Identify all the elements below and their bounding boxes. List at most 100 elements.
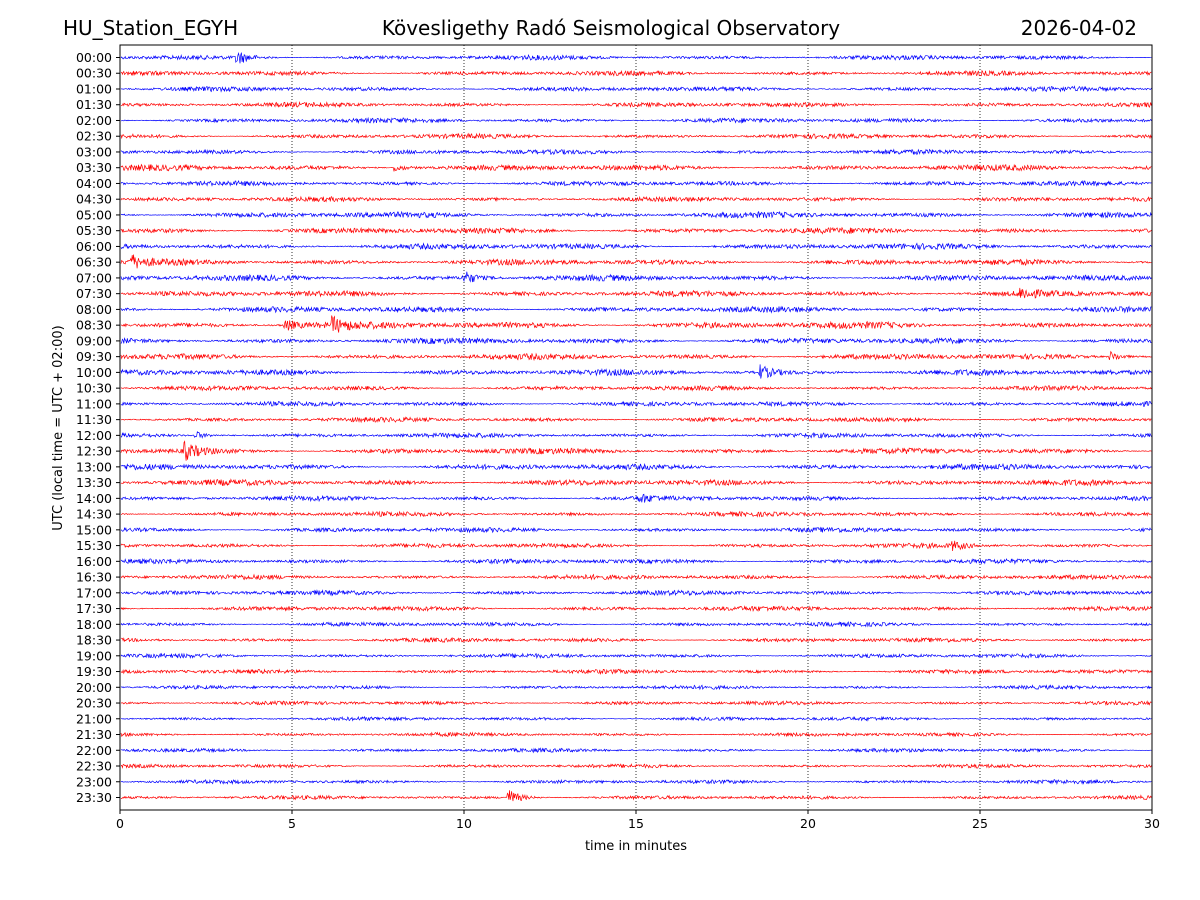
trace-1100 bbox=[120, 400, 1152, 408]
y-tick-label: 14:30 bbox=[76, 507, 112, 522]
trace-0300 bbox=[120, 148, 1152, 156]
chart-title: Kövesligethy Radó Seismological Observat… bbox=[382, 16, 840, 40]
y-tick-label: 21:00 bbox=[76, 711, 112, 726]
y-tick-label: 14:00 bbox=[76, 491, 112, 506]
traces bbox=[120, 51, 1152, 802]
x-tick-label: 10 bbox=[456, 816, 472, 831]
y-tick-label: 19:00 bbox=[76, 648, 112, 663]
grid-lines bbox=[291, 45, 981, 810]
y-tick-label: 13:30 bbox=[76, 475, 112, 490]
trace-2330 bbox=[120, 790, 1152, 802]
trace-0100 bbox=[120, 85, 1152, 93]
y-tick-label: 08:00 bbox=[76, 302, 112, 317]
y-tick-label: 18:00 bbox=[76, 617, 112, 632]
y-tick-label: 01:00 bbox=[76, 81, 112, 96]
trace-1800 bbox=[120, 621, 1152, 628]
y-tick-label: 17:00 bbox=[76, 585, 112, 600]
x-tick-label: 25 bbox=[972, 816, 988, 831]
trace-0400 bbox=[120, 179, 1152, 187]
trace-1500 bbox=[120, 526, 1152, 534]
y-axis-label: UTC (local time = UTC + 02:00) bbox=[51, 325, 66, 530]
y-tick-label: 11:30 bbox=[76, 412, 112, 427]
y-tick-label: 10:30 bbox=[76, 381, 112, 396]
trace-0930 bbox=[120, 350, 1152, 362]
trace-1630 bbox=[120, 573, 1152, 581]
trace-0830 bbox=[120, 315, 1152, 333]
trace-1700 bbox=[121, 589, 1152, 597]
trace-1830 bbox=[120, 636, 1152, 644]
trace-2200 bbox=[120, 747, 1152, 754]
y-tick-label: 09:30 bbox=[76, 349, 112, 364]
x-axis-label: time in minutes bbox=[585, 839, 687, 854]
trace-0430 bbox=[120, 195, 1152, 203]
y-tick-label: 05:30 bbox=[76, 223, 112, 238]
y-tick-label: 17:30 bbox=[76, 601, 112, 616]
trace-0500 bbox=[120, 210, 1152, 219]
trace-0630 bbox=[120, 254, 1152, 269]
x-tick-label: 20 bbox=[800, 816, 816, 831]
date-label: 2026-04-02 bbox=[1021, 16, 1137, 40]
y-tick-label: 12:30 bbox=[76, 444, 112, 459]
trace-1330 bbox=[120, 478, 1152, 487]
y-tick-label: 20:30 bbox=[76, 696, 112, 711]
x-tick-label: 5 bbox=[288, 816, 296, 831]
trace-0030 bbox=[120, 69, 1152, 77]
trace-1900 bbox=[120, 652, 1152, 660]
y-tick-label: 21:30 bbox=[76, 727, 112, 742]
trace-2300 bbox=[120, 778, 1152, 785]
x-axis: 0 5 10 15 20 25 30 bbox=[116, 810, 1160, 831]
trace-0900 bbox=[120, 337, 1152, 345]
y-tick-label: 03:30 bbox=[76, 160, 112, 175]
trace-0700 bbox=[120, 271, 1152, 283]
trace-1730 bbox=[120, 605, 1152, 613]
trace-1000 bbox=[120, 364, 1152, 379]
x-tick-label: 30 bbox=[1144, 816, 1160, 831]
y-tick-label: 07:30 bbox=[76, 286, 112, 301]
trace-0200 bbox=[120, 116, 1152, 124]
y-tick-label: 05:00 bbox=[76, 207, 112, 222]
y-tick-label: 10:00 bbox=[76, 365, 112, 380]
trace-1130 bbox=[120, 416, 1152, 424]
y-tick-label: 16:00 bbox=[76, 554, 112, 569]
y-tick-label: 06:30 bbox=[76, 255, 112, 270]
trace-1230 bbox=[120, 440, 1152, 461]
trace-0600 bbox=[120, 242, 1152, 251]
trace-1030 bbox=[120, 384, 1152, 392]
trace-1300 bbox=[120, 462, 1152, 472]
trace-2000 bbox=[120, 684, 1152, 691]
y-tick-label: 01:30 bbox=[76, 97, 112, 112]
y-tick-label: 03:00 bbox=[76, 144, 112, 159]
y-tick-label: 08:30 bbox=[76, 318, 112, 333]
trace-0530 bbox=[120, 226, 1152, 235]
trace-0000 bbox=[120, 51, 1152, 64]
y-tick-label: 23:30 bbox=[76, 790, 112, 805]
y-tick-label: 20:00 bbox=[76, 680, 112, 695]
y-tick-label: 22:00 bbox=[76, 743, 112, 758]
y-tick-label: 00:30 bbox=[76, 66, 112, 81]
trace-1530 bbox=[120, 540, 1152, 552]
y-axis: 00:0000:3001:0001:3002:0002:3003:0003:30… bbox=[76, 50, 120, 805]
trace-1430 bbox=[120, 510, 1152, 518]
y-tick-label: 04:00 bbox=[76, 176, 112, 191]
trace-2030 bbox=[120, 699, 1152, 707]
x-tick-label: 15 bbox=[628, 816, 644, 831]
y-tick-label: 02:00 bbox=[76, 113, 112, 128]
y-tick-label: 23:00 bbox=[76, 774, 112, 789]
trace-0330 bbox=[120, 163, 1152, 172]
trace-0130 bbox=[120, 101, 1152, 109]
trace-2130 bbox=[120, 731, 1152, 738]
trace-2100 bbox=[121, 715, 1152, 722]
y-tick-label: 15:30 bbox=[76, 538, 112, 553]
y-tick-label: 22:30 bbox=[76, 759, 112, 774]
y-tick-label: 13:00 bbox=[76, 459, 112, 474]
station-label: HU_Station_EGYH bbox=[63, 16, 238, 40]
trace-1400 bbox=[120, 493, 1152, 503]
y-tick-label: 12:00 bbox=[76, 428, 112, 443]
y-tick-label: 04:30 bbox=[76, 192, 112, 207]
trace-0730 bbox=[120, 287, 1152, 299]
y-tick-label: 15:00 bbox=[76, 522, 112, 537]
y-tick-label: 00:00 bbox=[76, 50, 112, 65]
trace-0230 bbox=[120, 132, 1152, 140]
y-tick-label: 18:30 bbox=[76, 633, 112, 648]
